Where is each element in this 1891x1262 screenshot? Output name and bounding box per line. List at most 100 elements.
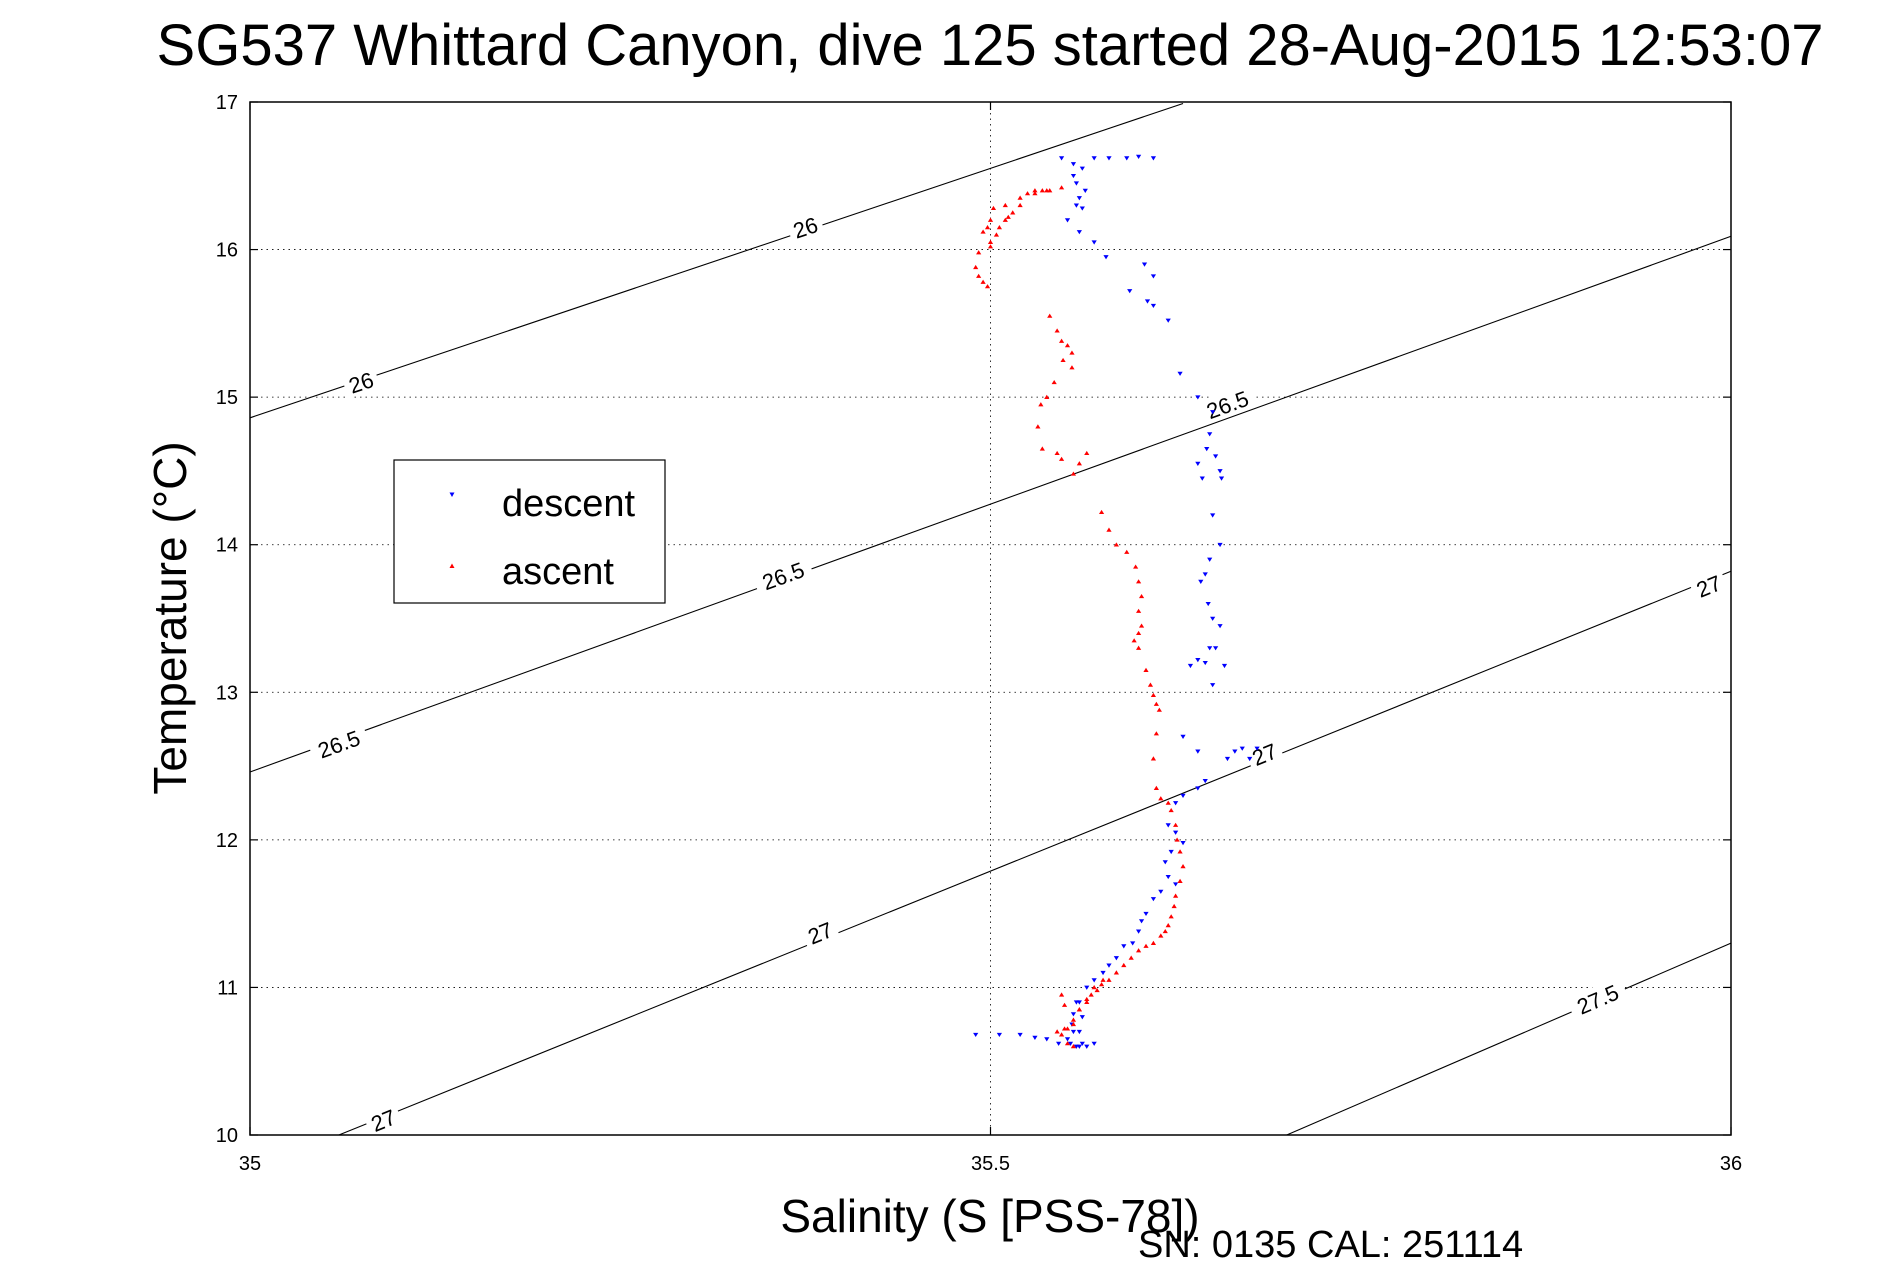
ascent-point	[1076, 461, 1082, 466]
ascent-point	[1150, 692, 1157, 698]
descent-point	[1143, 911, 1149, 917]
descent-point	[1195, 658, 1201, 663]
descent-point	[1195, 786, 1201, 791]
ascent-point	[1124, 549, 1130, 554]
ascent-point	[1100, 977, 1106, 982]
descent-point	[1198, 579, 1204, 585]
ascent-point	[1070, 1044, 1077, 1049]
isopycnal-line	[1286, 942, 1732, 1136]
ascent-point	[1061, 1002, 1068, 1007]
ascent-point	[993, 232, 1000, 237]
ascent-point	[987, 217, 994, 222]
descent-point	[1044, 1037, 1050, 1042]
ascent-point	[1060, 357, 1066, 363]
ascent-point	[1064, 343, 1071, 348]
ascent-point	[1061, 1026, 1068, 1031]
plot-area	[250, 102, 1731, 1135]
x-tick-label: 35	[239, 1153, 261, 1175]
ascent-point	[984, 225, 991, 230]
descent-point	[1207, 646, 1213, 651]
descent-point	[1213, 454, 1219, 459]
isopycnal-label-gap	[1195, 382, 1259, 425]
x-tick-label: 36	[1720, 1153, 1742, 1175]
ascent-point	[1173, 822, 1179, 827]
ascent-point	[1098, 509, 1105, 515]
y-tick-label: 10	[216, 1125, 238, 1147]
descent-point	[1210, 616, 1216, 621]
ascent-point	[1058, 1032, 1065, 1037]
ascent-point	[1058, 456, 1065, 461]
descent-point	[1232, 749, 1238, 754]
ascent-point	[984, 284, 991, 289]
descent-point	[1017, 1032, 1023, 1038]
descent-point	[1168, 849, 1174, 855]
legend-descent-marker	[449, 492, 455, 497]
ascent-point	[1070, 1017, 1077, 1022]
descent-point	[973, 1032, 979, 1038]
ascent-point	[1084, 996, 1090, 1002]
ascent-point	[1058, 185, 1065, 190]
ascent-point	[1150, 940, 1157, 945]
descent-point	[1204, 446, 1210, 452]
descent-point	[1079, 206, 1085, 211]
ascent-point	[1171, 903, 1177, 909]
descent-point	[1187, 663, 1194, 669]
descent-point	[1180, 734, 1186, 739]
isopycnal-label-gap	[362, 1101, 404, 1137]
ascent-point	[1177, 878, 1183, 883]
isopycnal-label-gap	[1243, 735, 1285, 771]
isopycnal-line	[249, 102, 1184, 419]
descent-point	[1150, 156, 1157, 161]
ascent-point	[1058, 992, 1065, 997]
descent-point	[1076, 196, 1082, 201]
y-tick-label: 17	[216, 92, 238, 114]
descent-point	[1217, 469, 1223, 474]
legend-box	[393, 459, 666, 604]
descent-point	[1127, 289, 1133, 294]
ascent-point	[1024, 191, 1031, 196]
ascent-point	[1017, 202, 1023, 208]
ascent-point	[1131, 638, 1137, 643]
descent-point	[1056, 1041, 1062, 1046]
descent-point	[996, 1032, 1002, 1038]
descent-point	[1165, 318, 1171, 323]
descent-point	[1076, 1044, 1082, 1049]
descent-point	[1073, 181, 1079, 186]
ascent-point	[1177, 849, 1183, 854]
descent-point	[1070, 162, 1077, 167]
ascent-point	[1051, 379, 1057, 385]
y-tick-label: 16	[216, 240, 238, 262]
descent-point	[1084, 985, 1090, 990]
descent-point	[1210, 513, 1216, 518]
ascent-point	[1091, 985, 1097, 990]
ascent-point	[1010, 210, 1016, 215]
descent-point	[1254, 746, 1260, 751]
descent-point	[1165, 823, 1171, 828]
descent-point	[1224, 756, 1231, 762]
ascent-point	[987, 239, 994, 244]
descent-point	[1103, 255, 1109, 260]
ascent-point	[1136, 630, 1142, 636]
ascent-point	[1165, 923, 1171, 928]
isopycnal-label-gap	[307, 721, 370, 765]
ascent-point	[1153, 785, 1159, 791]
ascent-point	[1039, 446, 1045, 451]
ascent-point	[1113, 970, 1119, 975]
ascent-point	[996, 225, 1002, 230]
descent-point	[1076, 230, 1082, 235]
descent-point	[1064, 1037, 1071, 1042]
descent-point	[1091, 156, 1097, 161]
ascent-point	[1070, 471, 1077, 476]
data-points	[973, 154, 1260, 1049]
descent-point	[1032, 1035, 1038, 1041]
axis-ticks: 35 35.5 36 10 11 12 13 14 15 16 17	[216, 92, 1742, 1175]
ascent-point	[1174, 837, 1180, 842]
ascent-point	[1058, 338, 1065, 343]
ascent-point	[1044, 394, 1050, 399]
descent-point	[1113, 956, 1119, 961]
ascent-point	[1039, 188, 1045, 193]
descent-point	[1202, 779, 1208, 784]
ascent-point	[976, 250, 982, 255]
